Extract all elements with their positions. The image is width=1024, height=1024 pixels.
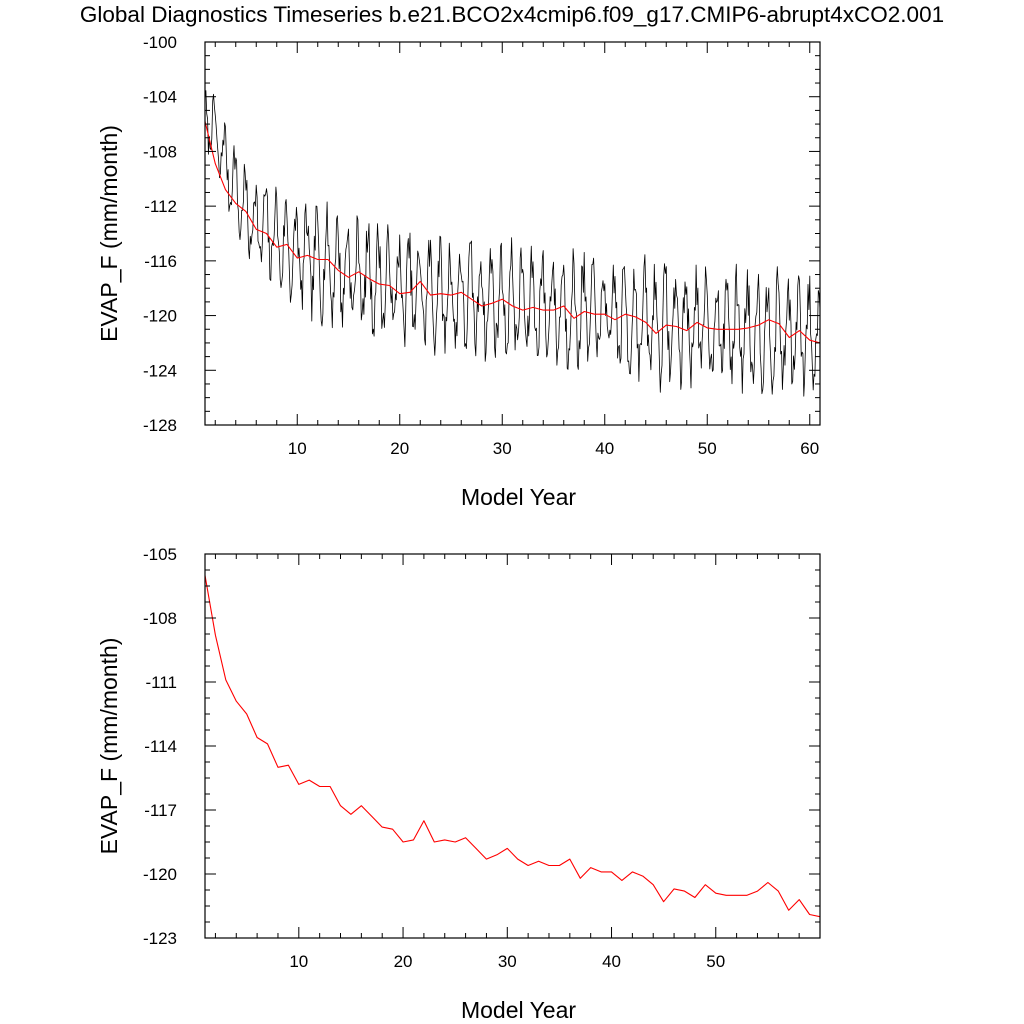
- y-tick-label: -111: [145, 673, 177, 692]
- y-axis-label: EVAP_F (mm/month): [96, 125, 122, 342]
- y-tick-label: -105: [143, 545, 177, 564]
- x-tick-label: 40: [595, 439, 614, 458]
- y-tick-label: -128: [143, 416, 177, 435]
- x-tick-label: 20: [394, 952, 413, 971]
- y-tick-label: -123: [143, 929, 177, 948]
- y-tick-label: -108: [143, 609, 177, 628]
- y-tick-label: -117: [144, 801, 177, 820]
- y-tick-label: -100: [143, 33, 177, 52]
- x-axis-label: Model Year: [461, 997, 576, 1023]
- y-axis-label: EVAP_F (mm/month): [96, 638, 122, 855]
- x-tick-label: 50: [698, 439, 717, 458]
- x-tick-label: 30: [498, 952, 517, 971]
- series-line-0-1: [204, 121, 821, 344]
- y-tick-label: -124: [143, 361, 177, 380]
- x-tick-label: 10: [288, 439, 307, 458]
- x-tick-label: 20: [390, 439, 409, 458]
- x-tick-label: 10: [289, 952, 308, 971]
- y-tick-label: -108: [143, 142, 177, 161]
- y-tick-label: -112: [144, 197, 177, 216]
- x-tick-label: 30: [493, 439, 512, 458]
- y-tick-label: -120: [143, 307, 177, 326]
- x-tick-label: 40: [602, 952, 621, 971]
- y-tick-label: -120: [143, 865, 177, 884]
- series-line-1-0: [204, 575, 821, 918]
- y-tick-label: -104: [143, 88, 177, 107]
- x-tick-label: 60: [800, 439, 819, 458]
- bottom-panel: 10 20 30 40 50 -123 -120 -117 -114 -111 -108 -105 Mo…: [96, 545, 821, 1023]
- x-tick-label: 50: [706, 952, 725, 971]
- plot-frame: [204, 553, 821, 939]
- top-panel: 10 20 30 40 50 60 -128 -124 -120 -116 -112 -108 -104…: [96, 33, 821, 510]
- page-title: Global Diagnostics Timeseries b.e21.BCO2…: [79, 2, 945, 27]
- x-axis-label: Model Year: [461, 484, 576, 510]
- y-tick-label: -116: [144, 252, 177, 271]
- series-line-0-0: [204, 90, 821, 397]
- y-tick-label: -114: [144, 737, 177, 756]
